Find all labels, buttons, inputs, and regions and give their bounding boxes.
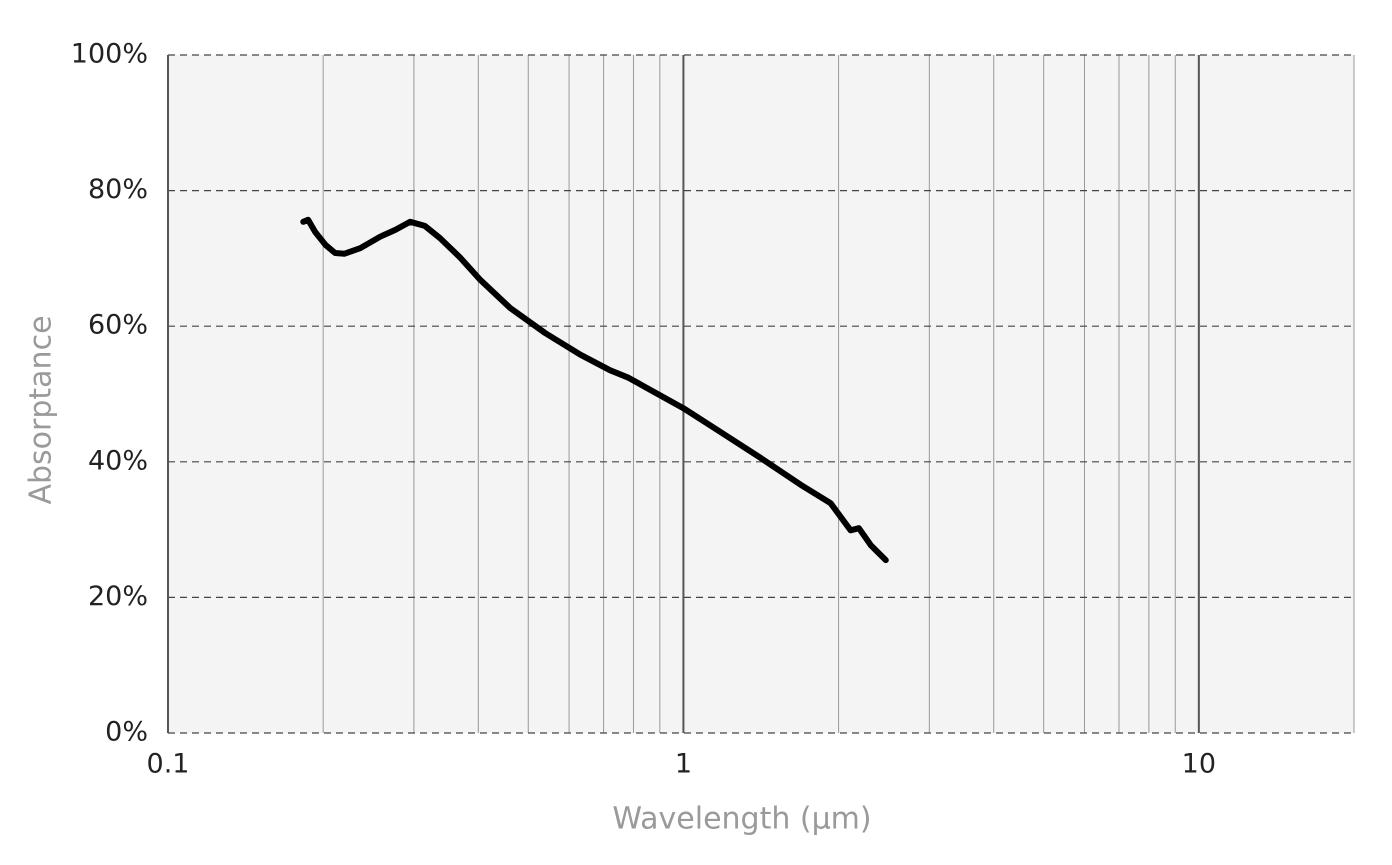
x-tick-label: 0.1	[147, 749, 190, 780]
y-tick-label: 20%	[88, 581, 148, 612]
y-axis-title: Absorptance	[24, 315, 59, 504]
y-tick-label: 100%	[71, 39, 148, 70]
y-tick-label: 40%	[88, 445, 148, 476]
y-tick-label: 0%	[105, 717, 148, 748]
data-line	[300, 216, 889, 564]
plot-background	[168, 55, 1354, 733]
y-tick-label: 80%	[88, 174, 148, 205]
x-tick-label: 10	[1182, 749, 1216, 780]
x-tick-label: 1	[675, 749, 692, 780]
y-tick-label: 60%	[88, 310, 148, 341]
x-axis-title: Wavelength (µm)	[612, 802, 871, 837]
